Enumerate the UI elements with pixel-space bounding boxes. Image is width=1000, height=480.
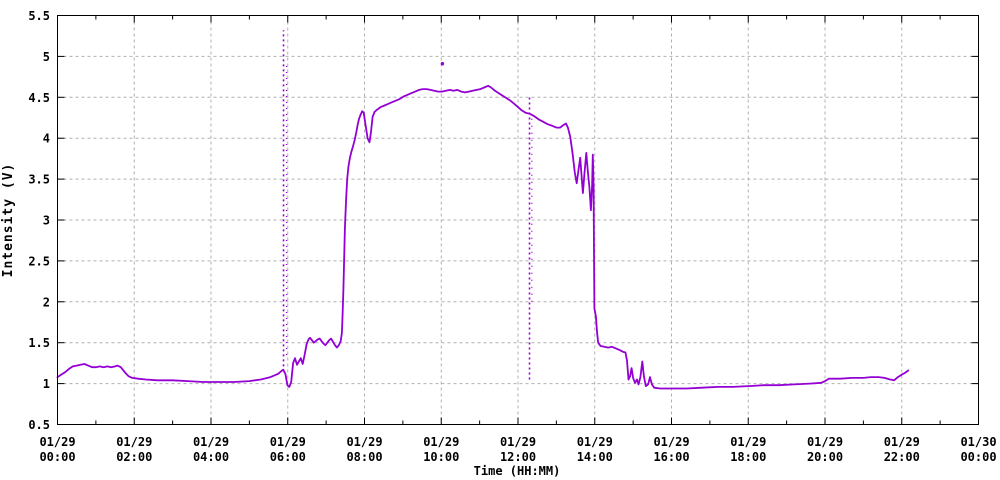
x-tick-date-label: 01/29 <box>39 435 75 449</box>
x-tick-date-label: 01/29 <box>423 435 459 449</box>
x-tick-time-label: 08:00 <box>346 450 382 464</box>
y-tick-label: 4.5 <box>28 91 50 105</box>
y-tick-label: 3 <box>43 214 50 228</box>
intensity-series <box>56 84 910 390</box>
plot-border <box>57 15 979 425</box>
x-tick-date-label: 01/29 <box>346 435 382 449</box>
x-tick-time-label: 22:00 <box>884 450 920 464</box>
x-tick-date-label: 01/29 <box>577 435 613 449</box>
y-tick-label: 0.5 <box>28 418 50 432</box>
tick-labels: 01/2900:0001/2902:0001/2904:0001/2906:00… <box>28 9 996 464</box>
y-tick-label: 1 <box>43 377 50 391</box>
y-axis-title: Intensity (V) <box>1 163 16 278</box>
y-tick-label: 2 <box>43 295 50 309</box>
x-tick-time-label: 10:00 <box>423 450 459 464</box>
x-tick-date-label: 01/29 <box>730 435 766 449</box>
outlier-points <box>440 62 445 66</box>
x-tick-time-label: 02:00 <box>116 450 152 464</box>
y-tick-label: 2.5 <box>28 254 50 268</box>
y-tick-label: 3.5 <box>28 173 50 187</box>
outlier-point <box>440 62 445 66</box>
x-tick-time-label: 00:00 <box>39 450 75 464</box>
y-tick-label: 5 <box>43 50 50 64</box>
y-tick-label: 4 <box>43 132 50 146</box>
x-tick-time-label: 04:00 <box>193 450 229 464</box>
x-tick-date-label: 01/29 <box>500 435 536 449</box>
y-tick-label: 5.5 <box>28 9 50 23</box>
x-tick-date-label: 01/29 <box>193 435 229 449</box>
x-tick-date-label: 01/29 <box>116 435 152 449</box>
x-tick-date-label: 01/29 <box>807 435 843 449</box>
x-axis-title: Time (HH:MM) <box>474 464 561 478</box>
x-tick-time-label: 00:00 <box>960 450 996 464</box>
grid-lines <box>57 15 979 425</box>
x-tick-date-label: 01/29 <box>653 435 689 449</box>
x-tick-time-label: 16:00 <box>653 450 689 464</box>
data-curve <box>56 84 910 390</box>
x-tick-time-label: 18:00 <box>730 450 766 464</box>
y-tick-label: 1.5 <box>28 336 50 350</box>
x-tick-time-label: 20:00 <box>807 450 843 464</box>
x-tick-time-label: 12:00 <box>500 450 536 464</box>
x-tick-time-label: 06:00 <box>270 450 306 464</box>
x-tick-time-label: 14:00 <box>577 450 613 464</box>
noise-spikes <box>282 30 533 380</box>
x-tick-date-label: 01/29 <box>884 435 920 449</box>
x-tick-date-label: 01/30 <box>960 435 996 449</box>
plot-frame <box>57 15 979 425</box>
x-tick-date-label: 01/29 <box>270 435 306 449</box>
